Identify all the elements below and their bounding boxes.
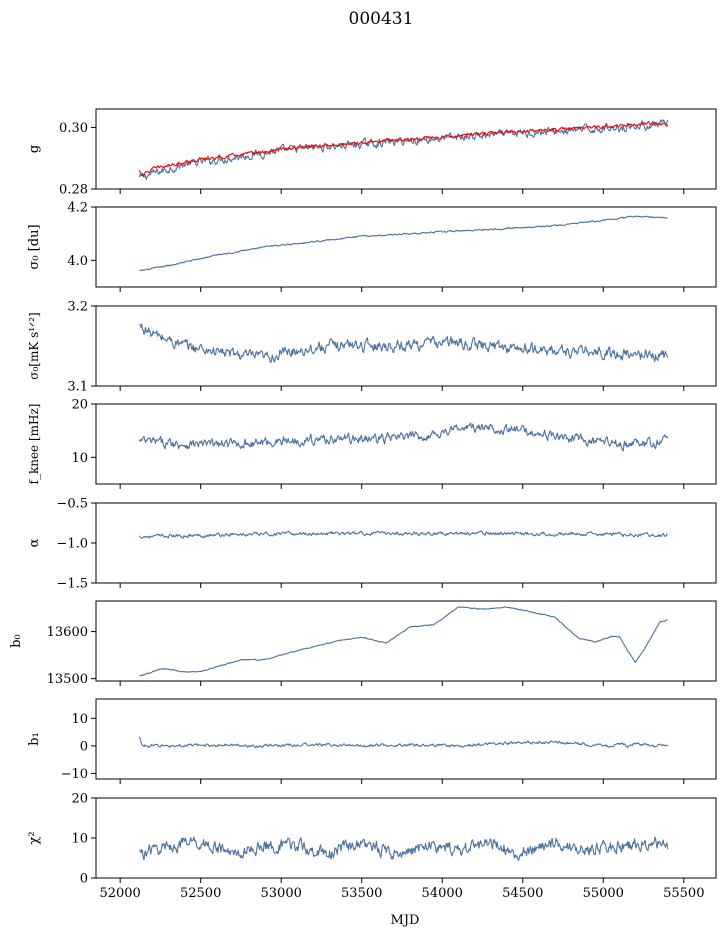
y-tick-label: 13600 — [47, 625, 88, 640]
x-tick-label: 54000 — [422, 886, 463, 901]
figure-title: 000431 — [349, 9, 414, 29]
panel-chi2: 0 10 20 χ² 52000 52500 53000 53500 54000 54500 550… — [27, 792, 717, 901]
y-tick-label: 10 — [71, 712, 88, 727]
series-line-g-fit — [138, 120, 669, 177]
y-tick-label: −1.0 — [56, 537, 88, 552]
panel-sigma0: 4.0 4.2 σ₀ [du] — [27, 201, 717, 292]
panel-alpha: −1.5 −1.0 −0.5 α — [27, 497, 717, 592]
y-tick-label: 0 — [80, 872, 88, 887]
panel-frame — [95, 797, 717, 879]
y-tick-label: 20 — [71, 792, 88, 807]
x-tick-label: 52500 — [180, 886, 221, 901]
x-tick-label: 52000 — [99, 886, 140, 901]
panels: 0.28 0.30 g 4.0 4.2 σ₀ [du] 3.1 3.2 σ₀[mK s¹ᐟ²] 1… — [9, 108, 717, 901]
panel-frame — [95, 698, 717, 780]
x-tick-label: 53500 — [341, 886, 382, 901]
panel-frame — [95, 502, 717, 584]
y-axis-label-fknee: f_knee [mHz] — [27, 404, 41, 485]
series-line-b0 — [139, 606, 668, 677]
panel-b0: 13500 13600 b₀ — [9, 600, 717, 687]
y-tick-label: 10 — [71, 832, 88, 847]
y-tick-label: 4.0 — [67, 254, 88, 269]
series-line-g — [138, 119, 669, 180]
series-line-fknee — [138, 422, 669, 452]
series-line-alpha — [139, 530, 668, 540]
x-tick-label: 53000 — [261, 886, 302, 901]
y-axis-label-b1: b₁ — [27, 732, 42, 746]
x-axis-label: MJD — [391, 913, 420, 928]
panel-sigma0k: 3.1 3.2 σ₀[mK s¹ᐟ²] — [27, 300, 717, 395]
y-tick-label: 4.2 — [67, 201, 88, 216]
y-tick-label: 10 — [71, 451, 88, 466]
panel-frame — [95, 206, 717, 288]
y-axis-label-sigma0k: σ₀[mK s¹ᐟ²] — [27, 312, 41, 379]
y-tick-label: −0.5 — [56, 497, 88, 512]
series-line-sigma0-mK — [139, 323, 669, 364]
panel-b1: −10 0 10 b₁ — [27, 698, 717, 784]
y-axis-label-b0: b₀ — [9, 634, 24, 648]
y-tick-label: 0 — [80, 739, 88, 754]
x-tick-label: 55000 — [583, 886, 624, 901]
y-tick-label: −1.5 — [56, 577, 88, 592]
panel-frame — [95, 600, 717, 682]
panel-frame — [95, 108, 717, 190]
y-axis-label-g: g — [27, 145, 42, 153]
series-line-sigma0 — [139, 215, 668, 272]
y-tick-label: 13500 — [47, 672, 88, 687]
y-tick-label: 0.28 — [59, 183, 88, 198]
y-tick-label: 3.2 — [67, 300, 88, 315]
series-line-b1 — [138, 736, 669, 749]
panel-g: 0.28 0.30 g — [27, 108, 717, 198]
y-axis-label-alpha: α — [27, 538, 42, 547]
panel-frame — [95, 403, 717, 485]
x-tick-label: 55500 — [663, 886, 704, 901]
y-tick-label: 3.1 — [67, 380, 88, 395]
y-axis-label-chi2: χ² — [27, 831, 42, 844]
panel-frame — [95, 305, 717, 387]
y-axis-label-sigma0: σ₀ [du] — [27, 224, 42, 269]
panel-fknee: 10 20 f_knee [mHz] — [27, 398, 717, 489]
series-line-chi2 — [139, 836, 669, 861]
y-tick-label: 0.30 — [59, 121, 88, 136]
y-tick-label: 20 — [71, 398, 88, 413]
x-tick-label: 54500 — [502, 886, 543, 901]
y-tick-label: −10 — [61, 767, 88, 782]
